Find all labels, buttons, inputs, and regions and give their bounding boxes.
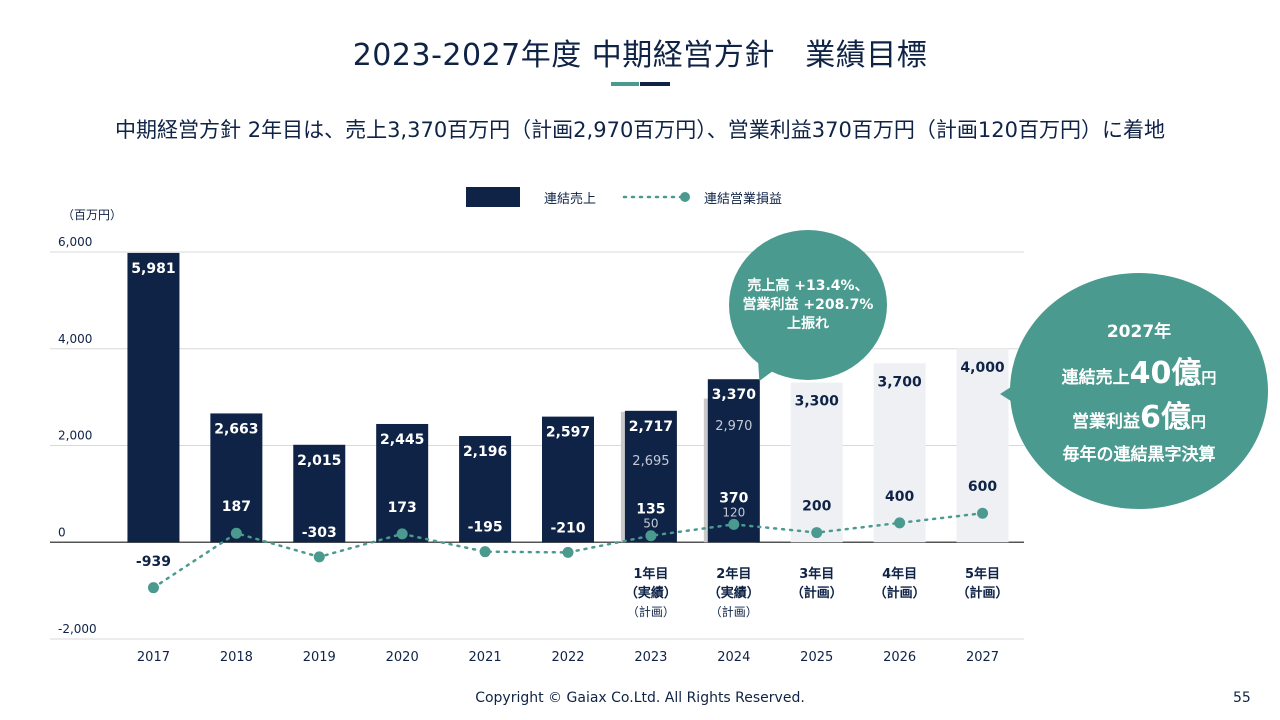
upside-callout-line2: 営業利益 +208.7% (742, 296, 874, 313)
category-note-line2: （実績） (625, 585, 677, 601)
x-tick-label: 2018 (220, 650, 253, 665)
x-tick-label: 2019 (303, 650, 336, 665)
target-callout-income: 営業利益6億円 (1072, 400, 1206, 435)
category-note-line2: （計画） (957, 585, 1009, 601)
category-note-line2: （実績） (708, 585, 760, 601)
income-value-label: 200 (802, 499, 831, 515)
sales-value-label: 2,663 (214, 421, 258, 437)
operating-income-point (977, 507, 989, 519)
sales-bar (293, 444, 346, 543)
category-note-line1: 2年目 (716, 566, 751, 582)
operating-income-point (811, 527, 823, 539)
y-tick-label: 4,000 (58, 332, 92, 346)
category-note-line1: 3年目 (799, 566, 834, 582)
operating-income-point (728, 518, 740, 530)
operating-income-point (562, 546, 574, 558)
x-tick-label: 2024 (717, 650, 750, 665)
income-value-label: 135 (636, 502, 665, 518)
plan-sales-label: 2,970 (715, 419, 752, 434)
legend-income-label: 連結営業損益 (704, 191, 783, 207)
sales-bar (873, 363, 926, 543)
income-value-label: 173 (388, 500, 417, 516)
sales-value-label: 3,370 (712, 387, 757, 403)
upside-callout-line3: 上振れ (787, 315, 829, 332)
sales-value-label: 4,000 (960, 360, 1005, 376)
chart-legend: 連結売上 連結営業損益 (466, 186, 808, 208)
target-callout-sales: 連結売上40億円 (1061, 356, 1217, 391)
sales-value-label: 2,196 (463, 444, 507, 460)
category-note-line3: （計画） (710, 604, 758, 619)
plan-income-label: 50 (643, 517, 658, 531)
sales-value-label: 2,597 (546, 425, 590, 441)
y-tick-label: 6,000 (58, 235, 92, 249)
x-tick-label: 2017 (137, 650, 170, 665)
operating-income-point (396, 528, 408, 540)
legend-sales-swatch (466, 187, 520, 207)
target-callout-note: 毎年の連結黒字決算 (1062, 445, 1216, 465)
income-value-label: 400 (885, 489, 914, 505)
sales-bar (790, 382, 843, 543)
category-note-line2: （計画） (874, 585, 926, 601)
sales-value-label: 2,445 (380, 432, 424, 448)
category-note-line1: 1年目 (633, 566, 668, 582)
operating-income-point (313, 551, 325, 563)
x-tick-label: 2020 (386, 650, 419, 665)
slide-subtitle: 中期経営方針 2年目は、売上3,370百万円（計画2,970百万円）、営業利益3… (115, 118, 1165, 142)
sales-bar (542, 416, 594, 543)
x-tick-label: 2023 (634, 650, 667, 665)
target-callout-year: 2027年 (1106, 322, 1172, 342)
page-number: 55 (1233, 690, 1251, 706)
income-value-label: 187 (222, 499, 251, 515)
slide-title: 2023-2027年度 中期経営方針 業績目標 (352, 38, 928, 73)
operating-income-point (894, 517, 906, 529)
x-tick-label: 2025 (800, 650, 833, 665)
x-tick-label: 2027 (966, 650, 999, 665)
title-accent-navy (640, 82, 670, 86)
income-value-label: -939 (136, 554, 171, 570)
title-accent-teal (611, 82, 639, 86)
copyright: Copyright © Gaiax Co.Ltd. All Rights Res… (475, 690, 805, 706)
x-tick-label: 2021 (469, 650, 502, 665)
sales-bar (210, 413, 263, 543)
legend-income-swatch (622, 192, 691, 202)
operating-income-point (147, 582, 159, 594)
sales-bar (707, 379, 760, 543)
category-note-line2: （計画） (791, 585, 843, 601)
sales-value-label: 3,300 (795, 394, 840, 410)
sales-value-label: 3,700 (877, 374, 922, 390)
y-tick-label: 0 (58, 525, 66, 539)
sales-value-label: 5,981 (131, 261, 175, 277)
sales-value-label: 2,015 (297, 453, 341, 469)
operating-income-point (645, 530, 657, 542)
x-tick-label: 2026 (883, 650, 916, 665)
income-value-label: 370 (719, 490, 748, 506)
operating-income-point (230, 527, 242, 539)
sales-bar (127, 252, 180, 543)
category-note-line1: 4年目 (882, 566, 917, 582)
sales-bar (376, 423, 429, 543)
target-callout: 2027年 連結売上40億円 営業利益6億円 毎年の連結黒字決算 (1010, 273, 1268, 509)
legend-sales-label: 連結売上 (544, 191, 597, 207)
income-value-label: -210 (550, 520, 585, 536)
sales-value-label: 2,717 (629, 419, 673, 435)
income-value-label: -303 (302, 525, 337, 541)
upside-callout: 売上高 +13.4%、 営業利益 +208.7% 上振れ (729, 230, 887, 380)
plan-income-label: 120 (722, 505, 745, 519)
upside-callout-line1: 売上高 +13.4%、 (747, 277, 869, 294)
x-tick-label: 2022 (551, 650, 584, 665)
income-value-label: 600 (968, 479, 997, 495)
y-axis-unit: （百万円） (62, 208, 123, 222)
y-tick-label: -2,000 (58, 622, 97, 636)
income-value-label: -195 (468, 520, 503, 536)
sales-bar (459, 436, 512, 543)
category-note-line1: 5年目 (965, 566, 1000, 582)
operating-income-point (479, 546, 491, 558)
sales-bar (624, 410, 677, 543)
plan-sales-label: 2,695 (632, 454, 669, 469)
category-note-line3: （計画） (627, 604, 675, 619)
y-tick-label: 2,000 (58, 429, 92, 443)
